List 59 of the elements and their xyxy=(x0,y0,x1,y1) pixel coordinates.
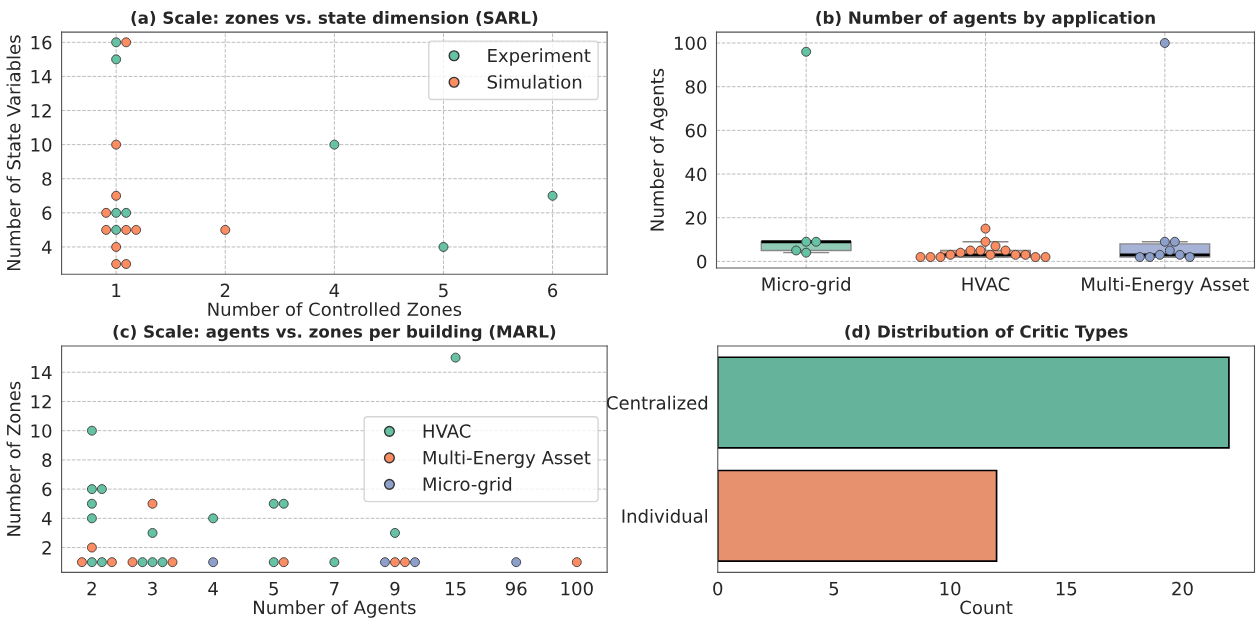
y-tick-label: 20 xyxy=(685,211,707,225)
chart-title: (a) Scale: zones vs. state dimension (SARL) xyxy=(131,11,538,26)
legend-label: Multi-Energy Asset xyxy=(423,450,591,468)
y-tick-label: 8 xyxy=(42,453,52,468)
x-tick-label: 9 xyxy=(390,581,400,596)
y-tick-label: 60 xyxy=(685,123,707,138)
y-tick-label: 40 xyxy=(685,167,707,182)
y-tick-label: 6 xyxy=(42,482,52,497)
y-tick-label: 4 xyxy=(41,240,52,254)
chart-title: (d) Distribution of Critic Types xyxy=(845,324,1128,342)
y-tick-label: Centralized xyxy=(606,395,708,410)
x-tick-label: 15 xyxy=(1056,581,1077,596)
x-tick-label: 7 xyxy=(330,581,339,596)
y-tick-label: 80 xyxy=(685,80,707,94)
x-tick-label: 5 xyxy=(829,581,839,596)
y-tick-label: Individual xyxy=(622,508,708,523)
x-tick-label: 5 xyxy=(269,581,278,596)
y-tick-label: 10 xyxy=(31,424,52,438)
y-tick-label: 0 xyxy=(697,254,707,269)
x-tick-label: 20 xyxy=(1172,581,1193,596)
x-tick-label: 4 xyxy=(329,283,340,297)
x-tick-label: 2 xyxy=(87,581,96,596)
x-tick-label: 5 xyxy=(439,283,448,298)
y-axis-title: Number of Agents xyxy=(649,68,668,231)
x-tick-label: 100 xyxy=(561,581,593,596)
y-tick-label: 16 xyxy=(31,35,52,50)
x-axis-title: Number of Controlled Zones xyxy=(208,302,462,317)
legend-label: Micro-grid xyxy=(423,476,512,495)
x-tick-label: 6 xyxy=(548,283,558,298)
x-axis-title: Count xyxy=(960,600,1013,615)
x-tick-label: 96 xyxy=(505,581,527,596)
y-axis-title: Number of State Variables xyxy=(6,35,21,271)
legend-label: HVAC xyxy=(423,424,471,438)
y-axis-title: Number of Zones xyxy=(6,381,21,536)
y-tick-label: 10 xyxy=(31,138,52,152)
x-tick-label: 3 xyxy=(148,581,157,596)
y-tick-label: 6 xyxy=(42,206,52,220)
y-tick-label: 12 xyxy=(31,103,51,118)
x-tick-label: 10 xyxy=(940,581,961,596)
x-tick-label: Multi-Energy Asset xyxy=(1082,276,1249,295)
legend-label: Experiment xyxy=(488,48,591,66)
x-tick-label: 4 xyxy=(208,581,218,596)
x-tick-label: HVAC xyxy=(962,277,1010,291)
x-tick-label: 1 xyxy=(112,283,121,297)
legend-label: Simulation xyxy=(487,74,582,89)
y-tick-label: 8 xyxy=(42,172,52,186)
y-tick-label: 14 xyxy=(31,365,52,380)
chart-title: (c) Scale: agents vs. zones per building (MARL) xyxy=(113,324,556,342)
x-tick-label: 2 xyxy=(220,283,230,297)
y-tick-label: 4 xyxy=(41,512,52,526)
y-tick-label: 14 xyxy=(31,70,52,84)
x-axis-title: Number of Agents xyxy=(254,600,416,618)
chart-title: (b) Number of agents by application xyxy=(816,11,1155,28)
y-tick-label: 12 xyxy=(31,394,51,409)
x-tick-label: 15 xyxy=(446,581,466,596)
y-tick-label: 2 xyxy=(42,541,51,555)
x-tick-label: Micro-grid xyxy=(762,276,850,295)
x-tick-label: 0 xyxy=(713,581,723,596)
y-tick-label: 100 xyxy=(674,36,707,51)
